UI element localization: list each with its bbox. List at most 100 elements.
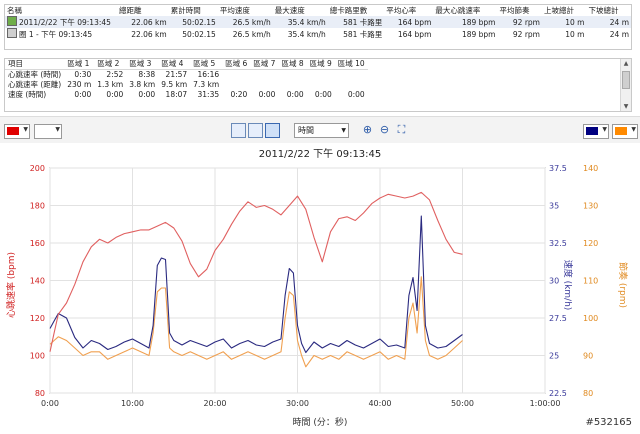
- x-tick-label: 0:00: [41, 399, 59, 408]
- cell: 31:35: [197, 90, 220, 99]
- col-zone-10[interactable]: 區域 10: [334, 59, 368, 70]
- col-avg-cadence[interactable]: 平均節奏: [499, 6, 530, 15]
- chart-line-icon[interactable]: [265, 123, 280, 138]
- cell: 0:00: [106, 90, 124, 99]
- col-zone-2[interactable]: 區域 2: [94, 59, 127, 70]
- zones-header-row: 項目 區域 1 區域 2 區域 3 區域 4 區域 5 區域 6 區域 7 區域…: [5, 59, 368, 70]
- chart-axes: 80 100 120 140 160 180 200 22.5 25 27.5 30 32.5 35 37…: [30, 164, 599, 408]
- zoom-out-icon[interactable]: ⊖: [379, 123, 390, 136]
- x-tick-label: 30:00: [286, 399, 309, 408]
- table-row[interactable]: 2011/2/22 下午 09:13:45 22.06 km 50:02.15 …: [5, 16, 631, 28]
- chevron-down-icon: ▼: [631, 126, 636, 133]
- y-right1-axis-label: 速度 (km/h): [562, 260, 574, 311]
- cell: 50:02.15: [182, 17, 216, 27]
- cell: [307, 80, 335, 90]
- cell: 189 bpm: [461, 29, 496, 39]
- col-name[interactable]: 名稱: [7, 6, 22, 15]
- cell: 24 m: [609, 29, 629, 39]
- cell: [307, 70, 335, 81]
- cell: 50:02.15: [182, 29, 216, 39]
- cell: [222, 80, 250, 90]
- scroll-thumb[interactable]: [622, 71, 630, 89]
- cell: 7.3 km: [193, 80, 220, 89]
- cell: 189 bpm: [461, 17, 496, 27]
- right-axis2-color-button[interactable]: ▼: [612, 124, 638, 139]
- col-time[interactable]: 累計時間: [170, 6, 201, 15]
- col-zone-9[interactable]: 區域 9: [306, 59, 335, 70]
- table-row[interactable]: 速度 (時間) 0:00 0:00 0:00 18:07 31:35 0:20 …: [5, 90, 368, 100]
- y-right2-tick-label: 120: [583, 239, 598, 248]
- zones-table: 項目 區域 1 區域 2 區域 3 區域 4 區域 5 區域 6 區域 7 區域…: [4, 58, 632, 112]
- col-calories[interactable]: 總卡路里數: [329, 6, 368, 15]
- col-zone-3[interactable]: 區域 3: [126, 59, 159, 70]
- col-zone-4[interactable]: 區域 4: [158, 59, 191, 70]
- col-max-speed[interactable]: 最大速度: [274, 6, 305, 15]
- color-swatch: [615, 127, 627, 135]
- zoom-in-icon[interactable]: ⊕: [362, 123, 373, 136]
- fit-icon[interactable]: ⛶: [397, 123, 406, 136]
- cell: 0:00: [347, 90, 365, 99]
- chart-toolbar: ▼ ▼ 時間 ▼ ⊕ ⊖ ⛶ ▼ ▼: [0, 116, 640, 144]
- col-zone-5[interactable]: 區域 5: [190, 59, 223, 70]
- y-right2-tick-label: 140: [583, 164, 598, 173]
- cell: [278, 80, 306, 90]
- cell: 26.5 km/h: [232, 29, 271, 39]
- table-row[interactable]: 心跳速率 (時間) 0:30 2:52 8:38 21:57 16:16: [5, 70, 368, 81]
- col-max-hr[interactable]: 最大心跳速率: [435, 6, 481, 15]
- y-left-tick-label: 100: [30, 352, 45, 361]
- col-zone-8[interactable]: 區域 8: [278, 59, 307, 70]
- right-axis1-color-button[interactable]: ▼: [583, 124, 609, 139]
- cell: 速度 (時間): [8, 90, 47, 99]
- cell: 581 卡路里: [343, 17, 383, 27]
- y-right1-tick-label: 22.5: [549, 389, 567, 398]
- chart-layout-grid-icon[interactable]: [231, 123, 246, 138]
- y-left-tick-label: 200: [30, 164, 45, 173]
- chart-area[interactable]: 2011/2/22 下午 09:13:45 80 100 120 140 160 180 2…: [0, 143, 640, 432]
- cell: [250, 70, 278, 81]
- cell: 10 m: [565, 17, 585, 27]
- y-right1-tick-label: 37.5: [549, 164, 567, 173]
- col-zone-1[interactable]: 區域 1: [64, 59, 95, 70]
- cell: 21:57: [165, 70, 188, 79]
- y-right1-tick-label: 35: [549, 202, 559, 211]
- chart-layout-rows-icon[interactable]: [248, 123, 263, 138]
- activity-summary-table: 名稱 總距離 累計時間 平均速度 最大速度 總卡路里數 平均心率 最大心跳速率 …: [4, 4, 632, 50]
- scroll-up-icon[interactable]: ▲: [623, 60, 629, 67]
- y-right2-tick-label: 100: [583, 314, 598, 323]
- activity-chart[interactable]: 2011/2/22 下午 09:13:45 80 100 120 140 160 180 2…: [0, 143, 640, 432]
- col-avg-speed[interactable]: 平均速度: [219, 6, 250, 15]
- cell: 心跳速率 (距離): [8, 80, 62, 89]
- col-zone-7[interactable]: 區域 7: [250, 59, 279, 70]
- y-left-axis-label: 心跳速率 (bpm): [5, 252, 17, 318]
- col-distance[interactable]: 總距離: [119, 6, 142, 15]
- cell: [250, 80, 278, 90]
- y-left-tick-label: 120: [30, 314, 45, 323]
- x-tick-label: 50:00: [451, 399, 474, 408]
- cell: 26.5 km/h: [232, 17, 271, 27]
- activity-icon: [7, 16, 17, 26]
- cell: [335, 70, 368, 81]
- chart-series: [49, 191, 463, 368]
- chart-title: 2011/2/22 下午 09:13:45: [259, 147, 382, 160]
- series-select-button[interactable]: ▼: [34, 124, 62, 139]
- y-left-tick-label: 180: [30, 202, 45, 211]
- left-axis-color-button[interactable]: ▼: [4, 124, 30, 139]
- table-row[interactable]: 圈 1 - 下午 09:13:45 22.06 km 50:02.15 26.5…: [5, 28, 631, 40]
- col-zone-6[interactable]: 區域 6: [222, 59, 251, 70]
- col-avg-hr[interactable]: 平均心率: [386, 6, 417, 15]
- table-row[interactable]: 心跳速率 (距離) 230 m 1.3 km 3.8 km 9.5 km 7.3…: [5, 80, 368, 90]
- cell: 92 rpm: [512, 17, 540, 27]
- zones-scrollbar[interactable]: ▲ ▼: [620, 59, 631, 111]
- scroll-down-icon[interactable]: ▼: [623, 103, 629, 110]
- x-axis-select[interactable]: 時間 ▼: [294, 123, 349, 138]
- cell: 164 bpm: [397, 29, 432, 39]
- color-swatch: [586, 127, 598, 135]
- cell: [222, 70, 250, 81]
- col-ascent[interactable]: 上坡總計: [543, 6, 574, 15]
- cell: 230 m: [67, 80, 92, 89]
- cell: 22.06 km: [131, 29, 167, 39]
- col-item[interactable]: 項目: [5, 59, 65, 70]
- y-right1-tick-label: 30: [549, 277, 559, 286]
- cell: 8:38: [138, 70, 156, 79]
- col-descent[interactable]: 下坡總計: [588, 6, 619, 15]
